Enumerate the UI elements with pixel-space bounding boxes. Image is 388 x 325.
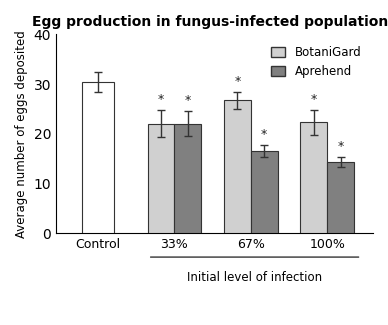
Text: *: * xyxy=(338,140,344,153)
Text: *: * xyxy=(185,95,191,108)
Text: Initial level of infection: Initial level of infection xyxy=(187,271,322,284)
Bar xyxy=(82,82,114,233)
Bar xyxy=(251,151,277,233)
Title: Egg production in fungus-infected populations: Egg production in fungus-infected popula… xyxy=(32,15,388,29)
Text: *: * xyxy=(311,93,317,106)
Text: *: * xyxy=(261,128,267,141)
Bar xyxy=(148,124,175,233)
Legend: BotaniGard, Aprehend: BotaniGard, Aprehend xyxy=(265,40,367,84)
Bar xyxy=(327,162,354,233)
Text: *: * xyxy=(234,75,241,88)
Bar xyxy=(300,122,327,233)
Bar xyxy=(224,100,251,233)
Y-axis label: Average number of eggs deposited: Average number of eggs deposited xyxy=(15,30,28,238)
Bar xyxy=(175,124,201,233)
Text: *: * xyxy=(158,93,164,106)
